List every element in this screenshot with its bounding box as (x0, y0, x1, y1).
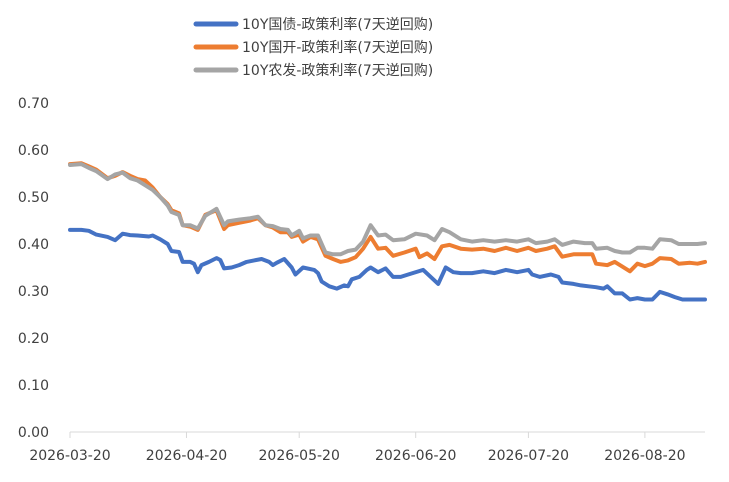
x-axis: 2026-03-20 2026-04-20 2026-05-20 2026-06-20… (29, 431, 705, 464)
series-line-3 (68, 162, 707, 257)
plot-area (68, 161, 707, 302)
y-tick-label: 0.00 (18, 425, 49, 441)
y-tick-label: 0.50 (18, 190, 49, 206)
x-tick-label: 2026-05-20 (259, 448, 340, 464)
y-tick-label: 0.60 (18, 143, 49, 159)
x-tick-label: 2026-04-20 (146, 448, 227, 464)
legend: 10Y国债-政策利率(7天逆回购) 10Y国开-政策利率(7天逆回购) 10Y农发-… (193, 16, 433, 79)
x-tick-label: 2026-08-20 (604, 448, 685, 464)
legend-label: 10Y国开-政策利率(7天逆回购) (242, 39, 433, 56)
y-tick-label: 0.70 (18, 96, 49, 112)
x-tick-label: 2026-07-20 (488, 448, 569, 464)
y-axis: 0.00 0.10 0.20 0.30 0.40 0.50 0.60 0.70 (18, 96, 49, 441)
x-tick-label: 2026-06-20 (375, 448, 456, 464)
series-line-2 (68, 161, 707, 274)
legend-label: 10Y农发-政策利率(7天逆回购) (242, 62, 433, 79)
y-tick-label: 0.30 (18, 284, 49, 300)
y-tick-label: 0.40 (18, 237, 49, 253)
y-tick-label: 0.10 (18, 378, 49, 394)
series-line-1 (68, 227, 707, 302)
legend-label: 10Y国债-政策利率(7天逆回购) (242, 16, 433, 33)
y-tick-label: 0.20 (18, 331, 49, 347)
x-tick-label: 2026-03-20 (29, 448, 110, 464)
